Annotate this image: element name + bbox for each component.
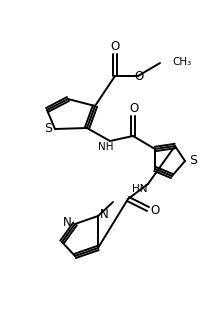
Text: O: O xyxy=(134,71,144,84)
Text: S: S xyxy=(189,154,197,167)
Text: S: S xyxy=(44,122,52,135)
Text: CH₃: CH₃ xyxy=(172,57,191,67)
Text: N: N xyxy=(100,207,108,221)
Text: O: O xyxy=(110,40,120,53)
Text: NH: NH xyxy=(98,142,114,152)
Text: N: N xyxy=(63,215,71,228)
Text: HN: HN xyxy=(132,184,148,194)
Text: O: O xyxy=(129,102,139,115)
Text: O: O xyxy=(150,204,160,217)
